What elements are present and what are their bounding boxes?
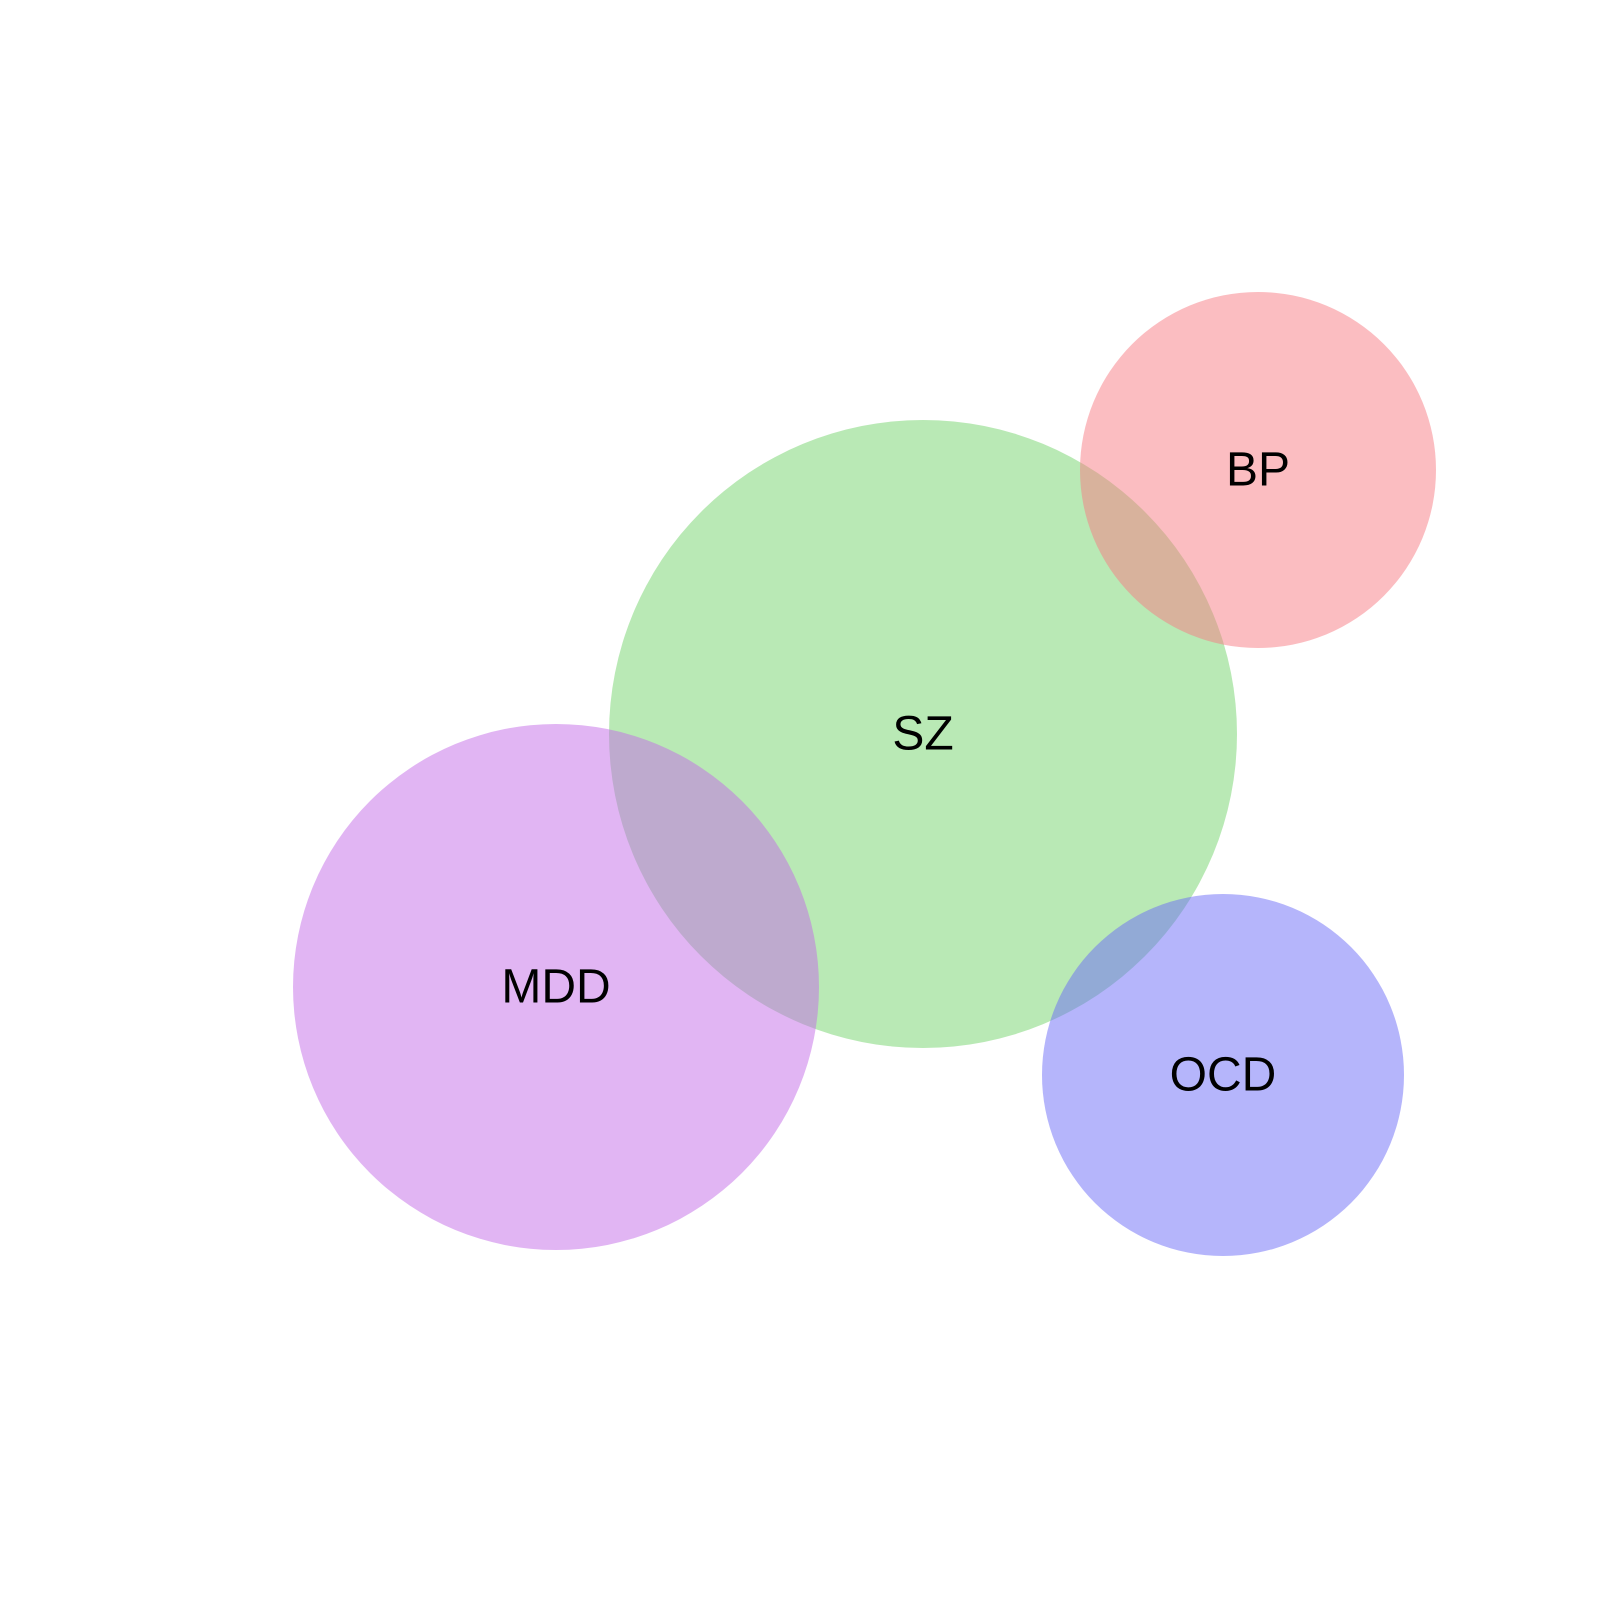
ocd-circle [1042,894,1404,1256]
sz-label: SZ [892,708,953,761]
ocd-label: OCD [1170,1049,1277,1102]
mdd-circle [293,724,819,1250]
bp-circle [1080,292,1436,648]
bp-label: BP [1226,444,1290,497]
labels-layer: SZ BP MDD OCD [501,444,1290,1102]
mdd-label: MDD [501,961,610,1014]
circles-layer [293,292,1436,1256]
